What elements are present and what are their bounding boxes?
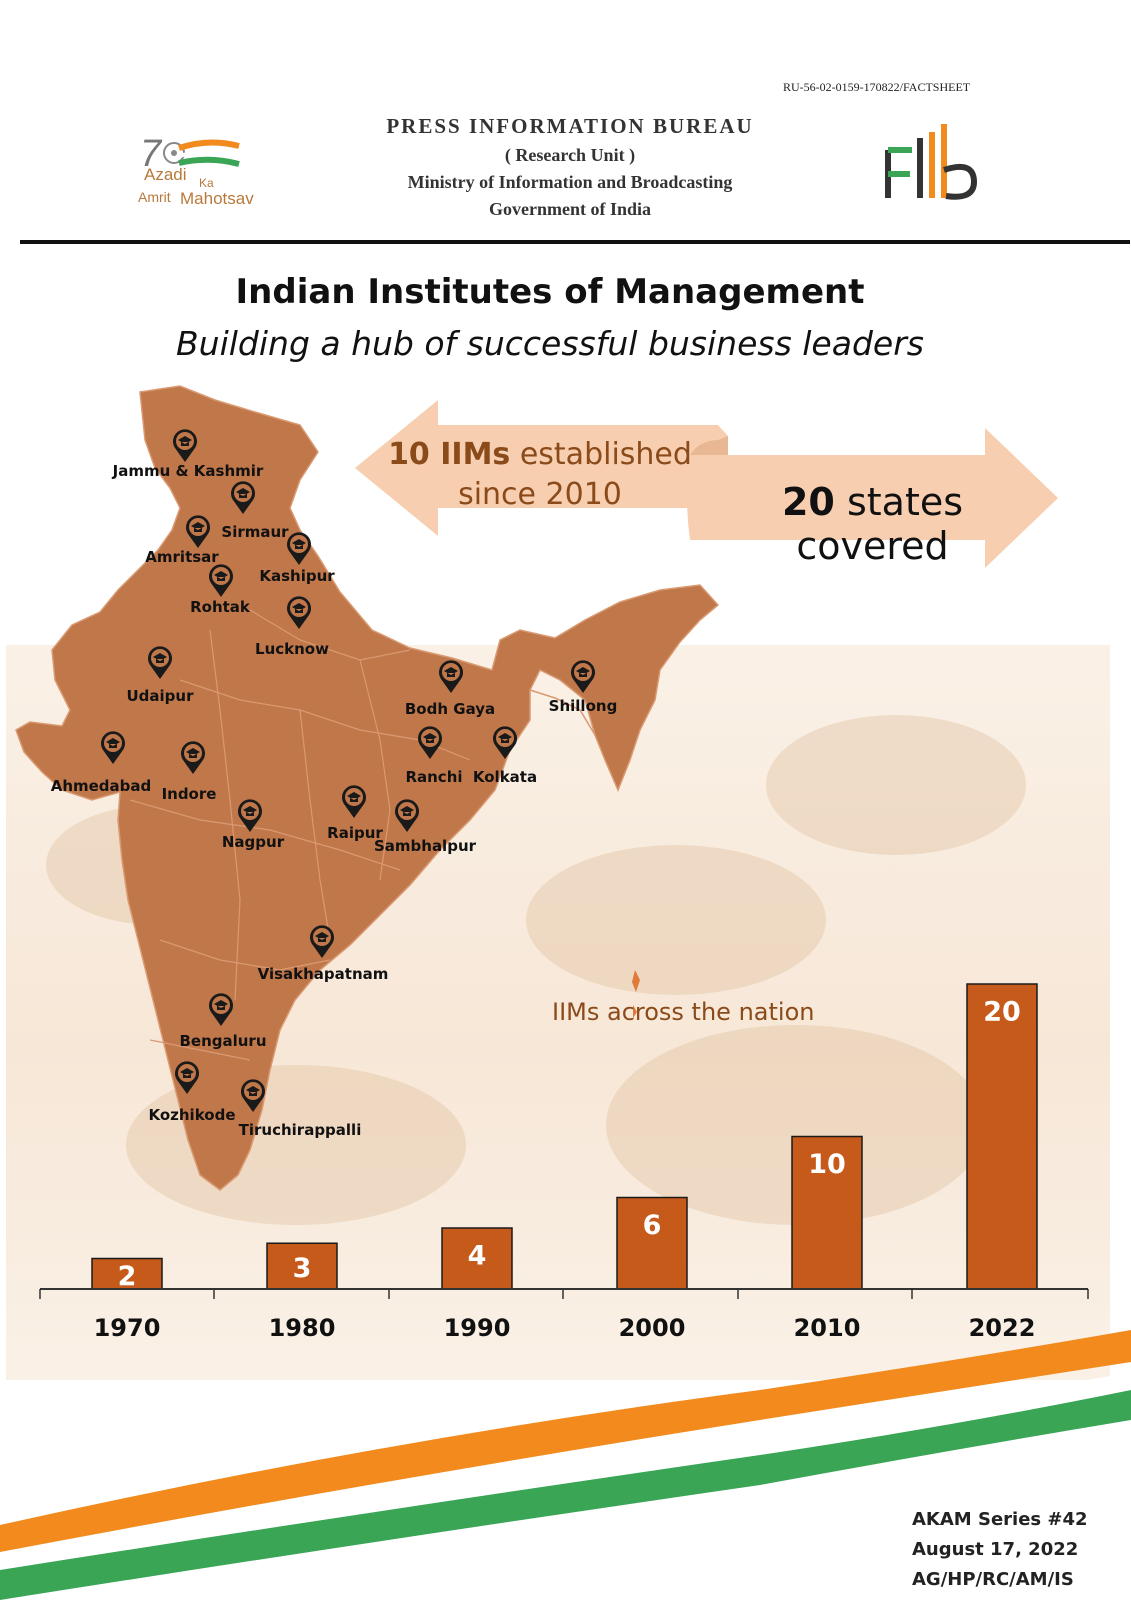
city-label: Ahmedabad [51,777,152,795]
city-label: Bodh Gaya [405,700,495,718]
callout-left-line2: since 2010 [458,477,622,512]
graduation-cap-pin-icon [209,564,234,597]
x-axis-ticks: 1970 1980 1990 2000 2010 2022 [39,1289,1089,1342]
callout-left-bold: 10 IIMs [388,437,511,472]
graduation-cap-pin-icon [287,532,311,565]
pib-logo [880,120,990,210]
x-tick-label: 2000 [619,1314,686,1342]
city-label: Raipur [327,824,383,842]
graduation-cap-pin-icon [238,799,262,832]
city-label: Kolkata [473,768,537,786]
graduation-cap-pin-icon [148,646,173,679]
india-map-shape [15,385,720,1191]
x-tick-label: 1970 [94,1314,161,1342]
graduation-cap-pin-icon [181,741,206,774]
bar-series: 2 3 4 6 10 20 [91,983,1038,1292]
footer-initials: AG/HP/RC/AM/IS [912,1569,1074,1590]
x-tick-label: 1990 [444,1314,511,1342]
bar-value-label: 3 [293,1253,312,1284]
states-covered-callout: 20 states covered [700,480,1045,568]
iims-bar-chart: 2 3 4 6 10 20 1970 1980 1990 2000 2010 2022 [39,983,1089,1342]
bar-1990 [441,1227,513,1290]
akam-word-azadi: Azadi [144,165,187,184]
tricolour-ribbon [0,1330,1131,1600]
city-label: Nagpur [222,833,285,851]
callout-right-rest: states covered [796,480,964,568]
city-label: Amritsar [145,548,219,566]
city-label: Lucknow [255,640,329,658]
city-label: Shillong [549,697,618,715]
bar-value-label: 2 [118,1261,137,1292]
city-label: Indore [162,785,217,803]
city-label: Ranchi [405,768,462,786]
x-tick-label: 1980 [269,1314,336,1342]
city-label: Visakhapatnam [258,965,389,983]
city-label: Sirmaur [221,523,289,541]
graduation-cap-pin-icon [173,429,197,462]
ministry-name: Ministry of Information and Broadcasting [407,172,733,192]
graduation-cap-pin-icon [101,731,125,764]
graduation-cap-pin-icon [209,993,234,1026]
akam-word-amrit: Amrit [138,189,171,205]
bar-2022 [966,983,1038,1290]
callout-right-bold: 20 [781,480,835,524]
akam-word-mahotsav: Mahotsav [180,189,254,208]
government-name: Government of India [489,199,651,219]
graduation-cap-pin-icon [175,1061,199,1094]
graduation-cap-pin-icon [185,515,211,548]
akam-word-ka: Ka [199,176,214,190]
graduation-cap-pin-icon [571,660,595,693]
azadi-ka-amrit-mahotsav-logo: 7 [134,130,274,210]
bar-value-label: 20 [983,997,1021,1028]
footer-date: August 17, 2022 [912,1539,1079,1560]
graduation-cap-pin-icon [394,799,419,832]
city-label: Kozhikode [148,1106,235,1124]
bureau-name: PRESS INFORMATION BUREAU [386,114,754,138]
city-label: Tiruchirappalli [239,1121,362,1139]
pib-header: PRESS INFORMATION BUREAU ( Research Unit… [300,114,840,220]
graduation-cap-pin-icon [310,925,334,958]
svg-text:7: 7 [140,133,163,175]
city-label: Rohtak [190,598,251,616]
x-tick-label: 2010 [794,1314,861,1342]
graduation-cap-pin-icon [418,726,443,759]
iim-markers [101,429,595,1112]
page-subtitle: Building a hub of successful business le… [176,324,924,363]
city-label: Udaipur [127,687,195,705]
research-unit: ( Research Unit ) [504,145,636,165]
graduation-cap-pin-icon [287,596,312,629]
page-title: Indian Institutes of Management [235,272,865,312]
chart-title: IIMs across the nation [552,998,815,1026]
bar-value-label: 4 [468,1241,487,1272]
footer-series: AKAM Series #42 [912,1509,1088,1530]
graduation-cap-pin-icon [240,1079,265,1112]
footer-info: AKAM Series #42 August 17, 2022 AG/HP/RC… [912,1505,1088,1595]
city-label: Sambhalpur [374,837,477,855]
graduation-cap-pin-icon [493,726,517,759]
left-callout-arrow [355,400,728,536]
andaman-islands [632,970,640,1018]
bar-2000 [616,1196,688,1290]
iims-established-callout: 10 IIMs established since 2010 [380,435,700,515]
graduation-cap-pin-icon [439,660,464,693]
city-label: Jammu & Kashmir [112,462,264,480]
x-tick-label: 2022 [969,1314,1036,1342]
graduation-cap-pin-icon [231,481,256,514]
header-divider [20,240,1130,244]
bar-value-label: 10 [808,1149,846,1180]
callout-left-rest: established [510,437,692,472]
bar-value-label: 6 [643,1210,662,1241]
bar-1980 [266,1242,338,1290]
right-callout-arrow [687,428,1058,568]
callout-scroll-fold [690,436,728,455]
reference-code: RU-56-02-0159-170822/FACTSHEET [783,80,971,94]
city-label: Kashipur [259,567,335,585]
graduation-cap-pin-icon [342,785,367,818]
city-label: Bengaluru [179,1032,266,1050]
